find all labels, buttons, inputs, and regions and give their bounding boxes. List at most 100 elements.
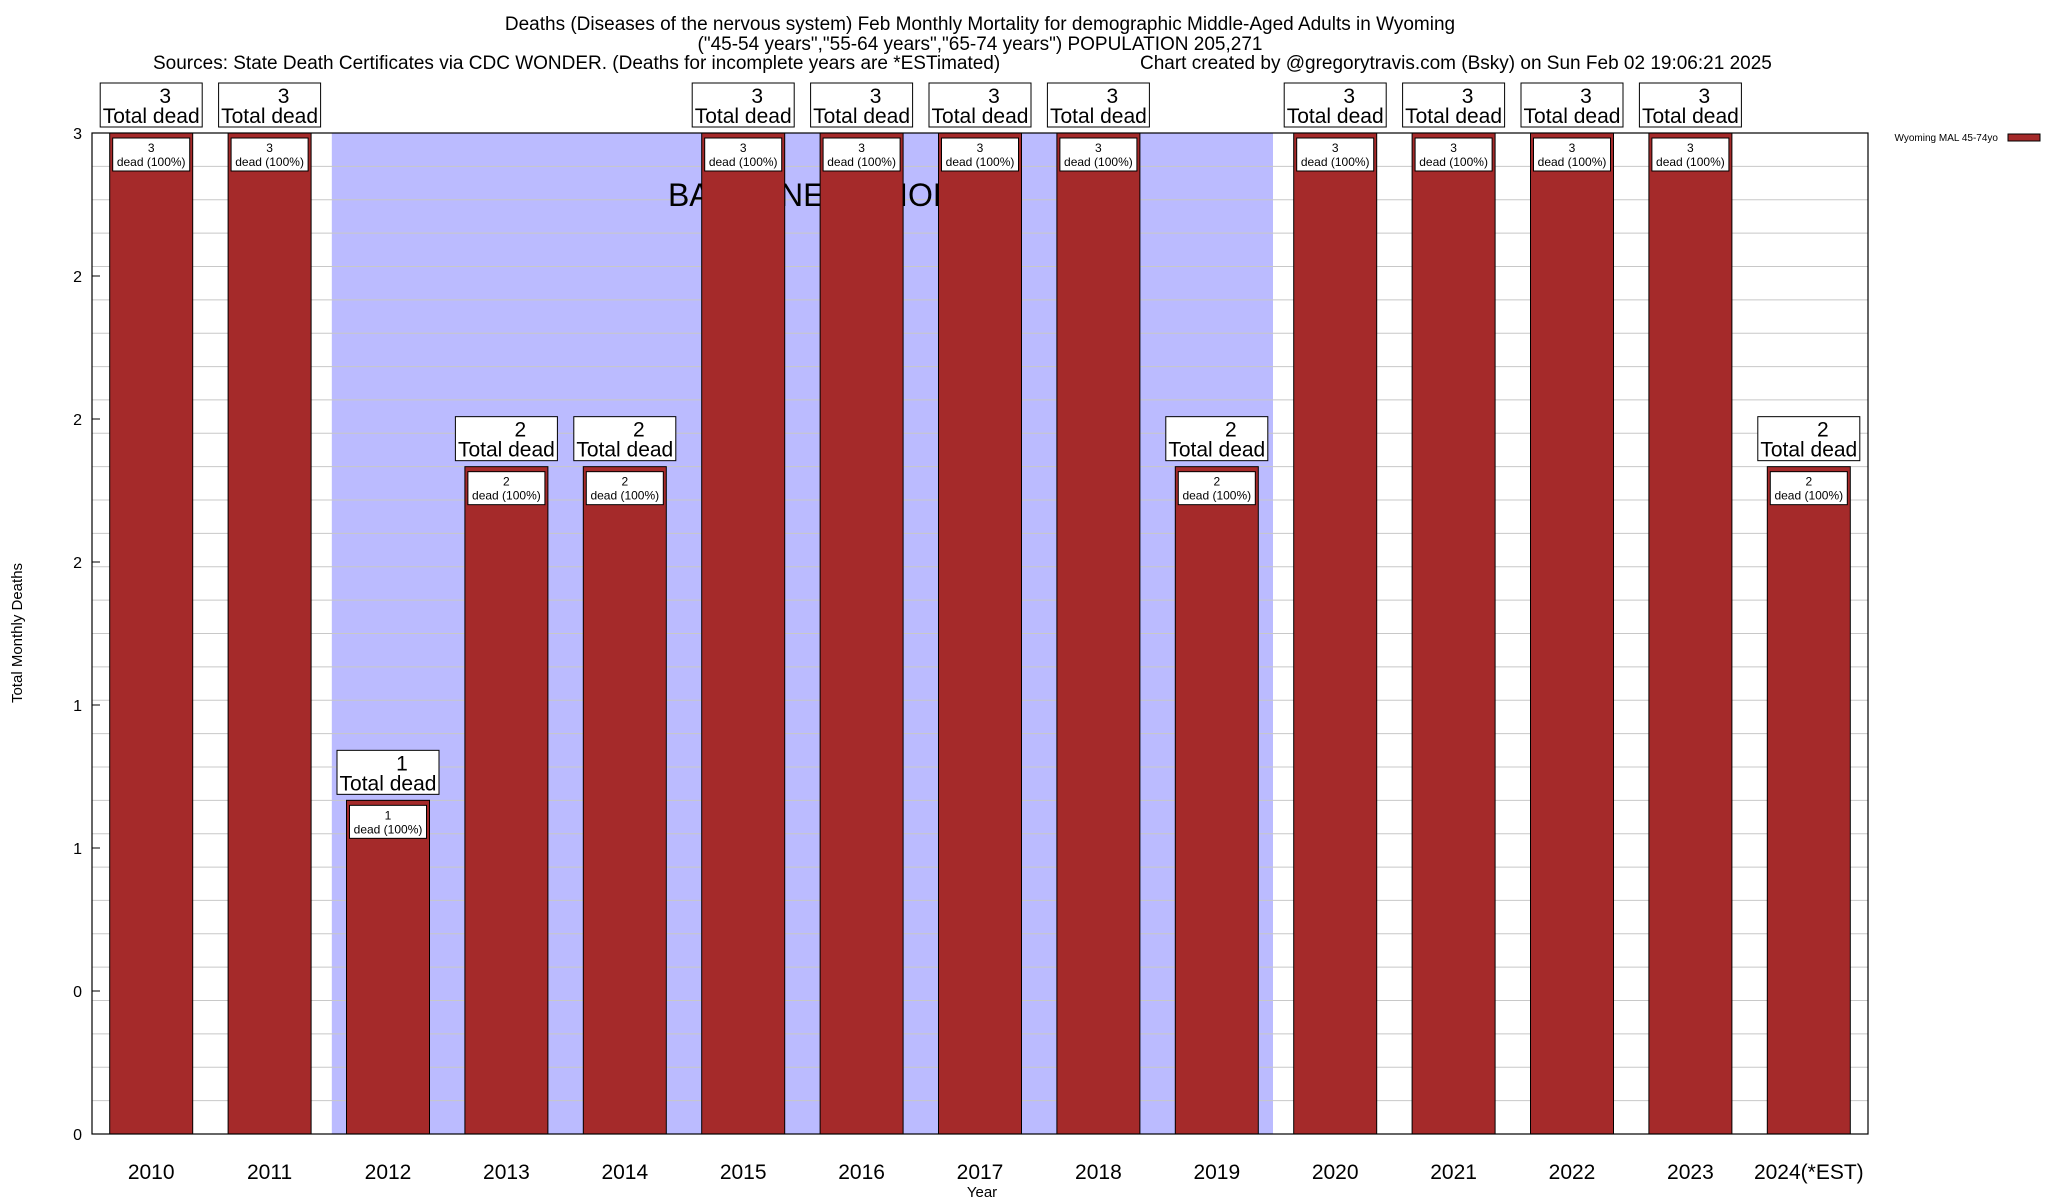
bar-total-label: Total dead: [1287, 105, 1384, 128]
bar-inner-value: 3: [148, 141, 155, 155]
legend-label: Wyoming MAL 45-74yo: [1895, 133, 1999, 144]
bar-total-value: 2: [1817, 419, 1829, 442]
plot-border: [91, 132, 1869, 1135]
bar-total-label-box: [454, 416, 558, 462]
bar-inner-label: dead (100%): [946, 155, 1015, 169]
x-tick-label: 2010: [128, 1161, 175, 1184]
bar-total-label: Total dead: [932, 105, 1029, 128]
bar-total-label-box: [1402, 82, 1506, 128]
bar-inner-label-box: [1059, 137, 1138, 172]
bar-total-label-box: [573, 416, 677, 462]
bar-inner-label: dead (100%): [472, 489, 541, 503]
bar-2016: [819, 132, 904, 1135]
x-tick-label: 2018: [1075, 1161, 1122, 1184]
bar-total-label: Total dead: [1760, 439, 1857, 462]
bar-total-label: Total dead: [458, 439, 555, 462]
bar-inner-label-box: [704, 137, 783, 172]
bar-total-label-box: [218, 82, 322, 128]
bar-total-value: 3: [870, 85, 882, 108]
bar-total-label: Total dead: [695, 105, 792, 128]
bar-inner-label: dead (100%): [1774, 489, 1843, 503]
bar-total-value: 3: [278, 85, 290, 108]
bar-total-label-box: [1520, 82, 1624, 128]
bar-2017: [938, 132, 1022, 1135]
bar-inner-label: dead (100%): [1301, 155, 1370, 169]
y-tick-label: 0: [73, 984, 82, 1001]
bar-total-value: 3: [988, 85, 1000, 108]
bar-inner-label-box: [941, 137, 1019, 172]
bar-total-label-box: [810, 82, 914, 128]
bar-total-value: 3: [1462, 85, 1474, 108]
bar-total-label-box: [99, 82, 203, 128]
bar-total-value: 3: [1107, 85, 1119, 108]
x-tick-label: 2015: [720, 1161, 767, 1184]
bar-total-value: 1: [396, 752, 408, 775]
bar-inner-label: dead (100%): [354, 822, 423, 836]
bar-2020: [1293, 132, 1378, 1135]
y-tick-label: 0: [73, 1127, 82, 1144]
bar-total-label-box: [691, 82, 795, 128]
bar-2024(*EST): [1766, 466, 1851, 1135]
bar-2013: [464, 466, 549, 1135]
bar-inner-value: 3: [1332, 141, 1339, 155]
bar-total-label: Total dead: [340, 772, 437, 795]
bar-inner-label-box: [1177, 471, 1256, 506]
bar-total-label-box: [1165, 416, 1269, 462]
chart-title: Deaths (Diseases of the nervous system) …: [504, 14, 1456, 35]
bar-2023: [1648, 132, 1733, 1135]
y-axis-title: Total Monthly Deaths: [9, 563, 26, 703]
bar-total-label: Total dead: [1524, 105, 1621, 128]
bar-2012: [346, 799, 430, 1135]
bar-total-label: Total dead: [1642, 105, 1739, 128]
bar-2015: [701, 132, 786, 1135]
bar-inner-value: 1: [385, 808, 392, 822]
bar-total-label: Total dead: [1168, 439, 1265, 462]
bar-total-value: 3: [1343, 85, 1355, 108]
bar-inner-value: 3: [858, 141, 865, 155]
bar-total-label-box: [928, 82, 1032, 128]
x-tick-label: 2019: [1193, 1161, 1240, 1184]
x-tick-label: 2013: [483, 1161, 530, 1184]
bar-inner-value: 3: [740, 141, 747, 155]
y-tick-label: 2: [73, 269, 82, 286]
chart-subtitle: ("45-54 years","55-64 years","65-74 year…: [697, 34, 1263, 55]
bar-2021: [1411, 132, 1496, 1135]
bar-2018: [1056, 132, 1141, 1135]
bar-inner-label: dead (100%): [827, 155, 896, 169]
bar-total-value: 3: [159, 85, 171, 108]
y-tick-label: 2: [73, 555, 82, 572]
x-tick-label: 2023: [1667, 1161, 1714, 1184]
bar-inner-value: 2: [1213, 475, 1220, 489]
x-tick-label: 2011: [247, 1161, 292, 1184]
bar-total-label: Total dead: [103, 105, 200, 128]
bar-inner-value: 3: [1687, 141, 1694, 155]
bar-inner-label-box: [1296, 137, 1375, 172]
y-tick-label: 1: [73, 698, 82, 715]
x-tick-label: 2016: [838, 1161, 885, 1184]
bar-inner-label-box: [822, 137, 901, 172]
x-tick-label: 2022: [1549, 1161, 1596, 1184]
bar-inner-label-box: [585, 471, 664, 506]
bar-inner-value: 3: [1450, 141, 1457, 155]
bar-total-label-box: [1283, 82, 1387, 128]
bar-inner-label: dead (100%): [709, 155, 778, 169]
bar-inner-value: 2: [621, 475, 628, 489]
bar-inner-value: 2: [1805, 475, 1812, 489]
bar-inner-label: dead (100%): [1656, 155, 1725, 169]
sources-note: Sources: State Death Certificates via CD…: [153, 53, 1001, 74]
bar-inner-label: dead (100%): [590, 489, 659, 503]
bar-inner-value: 2: [503, 475, 510, 489]
x-tick-label: 2021: [1430, 1161, 1477, 1184]
bar-inner-label-box: [1769, 471, 1848, 506]
y-tick-label: 2: [73, 412, 82, 429]
bar-inner-label-box: [1651, 137, 1730, 172]
bar-inner-value: 3: [266, 141, 273, 155]
bar-inner-label-box: [112, 137, 191, 172]
bar-inner-value: 3: [1095, 141, 1102, 155]
bar-total-label: Total dead: [221, 105, 318, 128]
bar-inner-value: 3: [977, 141, 984, 155]
bar-total-value: 3: [751, 85, 763, 108]
chart-credit: Chart created by @gregorytravis.com (Bsk…: [1140, 53, 1772, 74]
x-tick-label: 2012: [365, 1161, 412, 1184]
bar-inner-label: dead (100%): [1064, 155, 1133, 169]
